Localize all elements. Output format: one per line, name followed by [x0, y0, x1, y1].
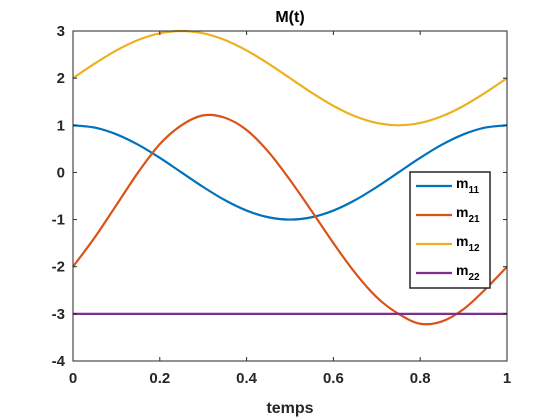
- x-tick-label: 0.8: [410, 370, 431, 387]
- y-tick-label: 2: [57, 70, 65, 87]
- series-layer: [72, 29, 508, 326]
- y-tick-label: -1: [52, 212, 65, 229]
- y-tick-label: -3: [52, 306, 65, 323]
- legend-label-m21: m21: [456, 204, 480, 225]
- x-tick-label: 1: [503, 370, 511, 387]
- x-tick-label: 0.4: [236, 370, 258, 387]
- legend-label-m12: m12: [456, 233, 480, 254]
- legend-items: m11 m21 m12 m22: [416, 175, 480, 283]
- series-line-m21: [72, 113, 508, 326]
- y-tick-label: 0: [57, 164, 65, 181]
- legend-box: [409, 171, 491, 289]
- series-line-m11: [72, 124, 508, 221]
- x-tick-label: 0: [69, 370, 77, 387]
- tick-layer: 0 0.2 0.4 0.6 0.8 1 -4 -3 -2 -1 0 1 2 3: [52, 23, 512, 387]
- y-tick-label: 3: [57, 23, 65, 40]
- y-tick-label: -4: [52, 353, 66, 370]
- chart-title: M(t): [275, 9, 304, 26]
- legend-label-m11: m11: [456, 175, 479, 196]
- axes-box: [72, 30, 508, 362]
- x-tick-label: 0.2: [149, 370, 170, 387]
- legend-label-m22: m22: [456, 262, 480, 283]
- series-line-m12: [72, 29, 508, 127]
- y-tick-label: 1: [57, 117, 65, 134]
- x-tick-label: 0.6: [323, 370, 344, 387]
- y-tick-label: -2: [52, 259, 65, 276]
- legend: m11 m21 m12 m22: [409, 171, 491, 289]
- x-axis-label: temps: [266, 400, 313, 417]
